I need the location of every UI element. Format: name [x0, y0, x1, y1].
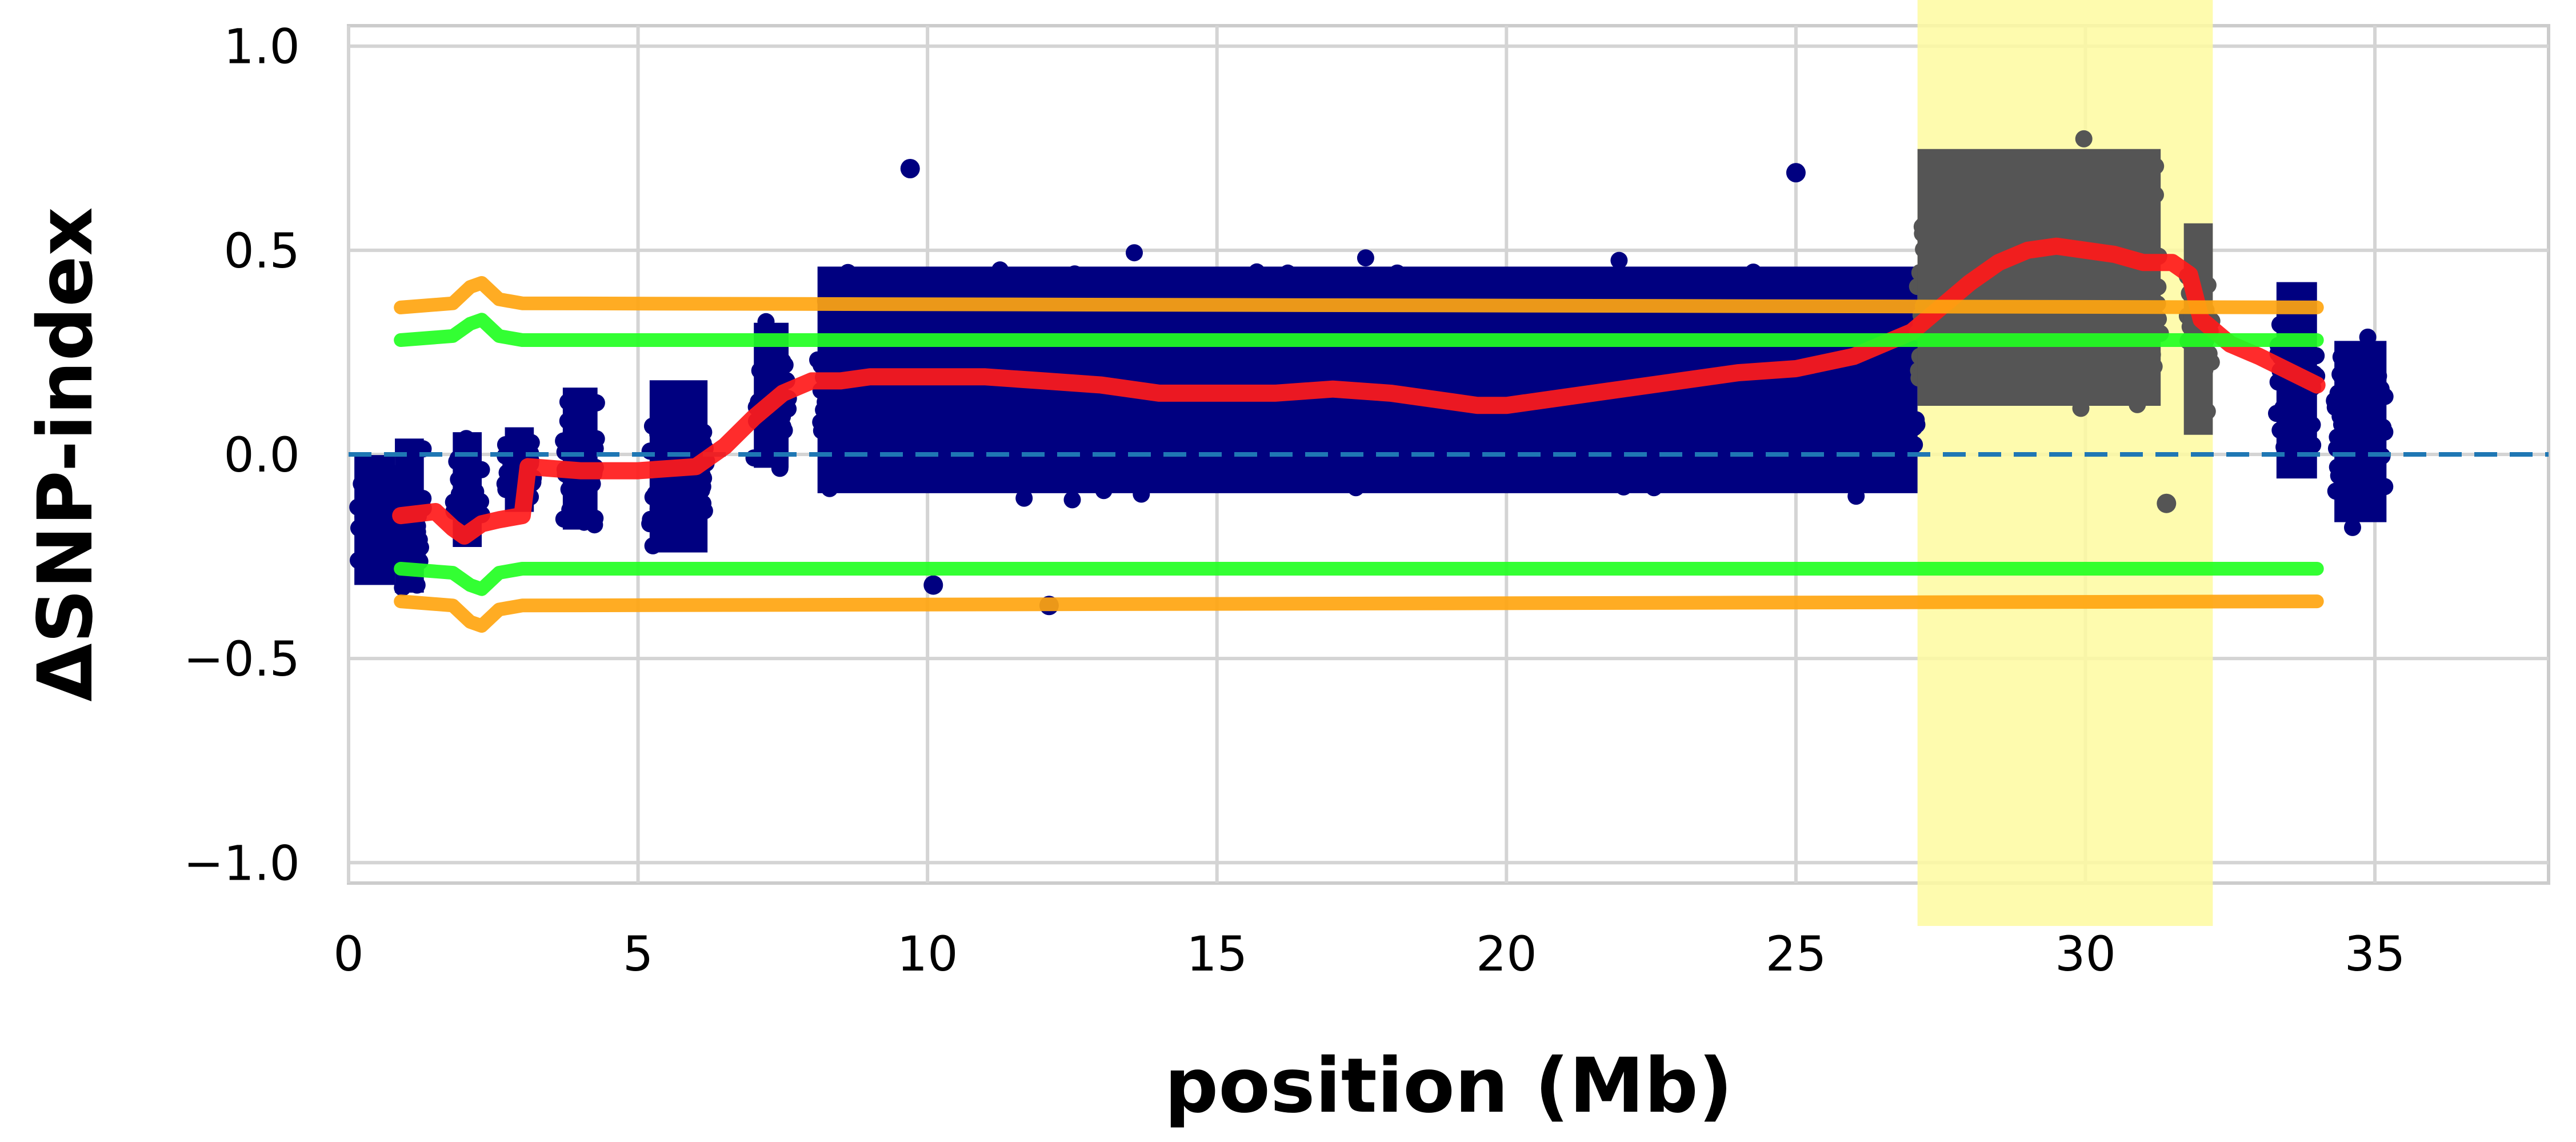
data-point — [1357, 249, 1374, 267]
x-axis-label: position (Mb) — [1165, 1042, 1733, 1130]
point-density — [1917, 149, 2161, 406]
point-segment — [2326, 328, 2394, 536]
x-tick-label: 5 — [623, 926, 653, 982]
point-segment — [1909, 130, 2169, 417]
data-point — [1610, 251, 1628, 269]
x-tick-label: 35 — [2345, 926, 2406, 982]
series-line — [394, 594, 2324, 633]
x-tick-label: 25 — [1765, 926, 1826, 982]
x-tick-label: 10 — [897, 926, 958, 982]
y-tick-label: 0.0 — [223, 427, 300, 483]
data-point — [2075, 130, 2093, 147]
x-tick-label: 20 — [1476, 926, 1537, 982]
highlight-region — [1917, 0, 2213, 926]
outlier-point — [923, 575, 943, 595]
y-tick-label: −0.5 — [183, 631, 300, 687]
point-segment — [2268, 282, 2326, 479]
x-tick-label: 30 — [2055, 926, 2116, 982]
ticks-layer: 0 5 10 15 20 25 30 35 −1.0 −0.5 0.0 0.5 1.0 — [183, 19, 2405, 982]
x-tick-label: 0 — [333, 926, 363, 982]
point-segment — [349, 455, 403, 585]
outlier-point — [1786, 163, 1806, 183]
series-line — [392, 237, 2326, 545]
data-point — [2344, 518, 2361, 536]
series-line — [394, 562, 2324, 596]
point-density — [2334, 341, 2387, 522]
y-tick-label: 1.0 — [223, 19, 300, 75]
data-point — [1015, 489, 1033, 507]
data-point — [1126, 244, 1143, 262]
point-density — [562, 388, 598, 530]
outlier-point — [2157, 493, 2177, 513]
y-axis-label: ΔSNP-index — [22, 207, 110, 701]
series-line — [394, 276, 2324, 314]
data-point — [1063, 491, 1081, 509]
outlier-point — [900, 159, 920, 178]
y-tick-label: −1.0 — [183, 835, 300, 891]
series-line — [394, 313, 2324, 347]
highlight-layer — [1917, 0, 2213, 926]
series-layer — [392, 237, 2326, 633]
y-tick-label: 0.5 — [223, 223, 300, 279]
point-density — [354, 455, 395, 585]
x-tick-label: 15 — [1186, 926, 1247, 982]
